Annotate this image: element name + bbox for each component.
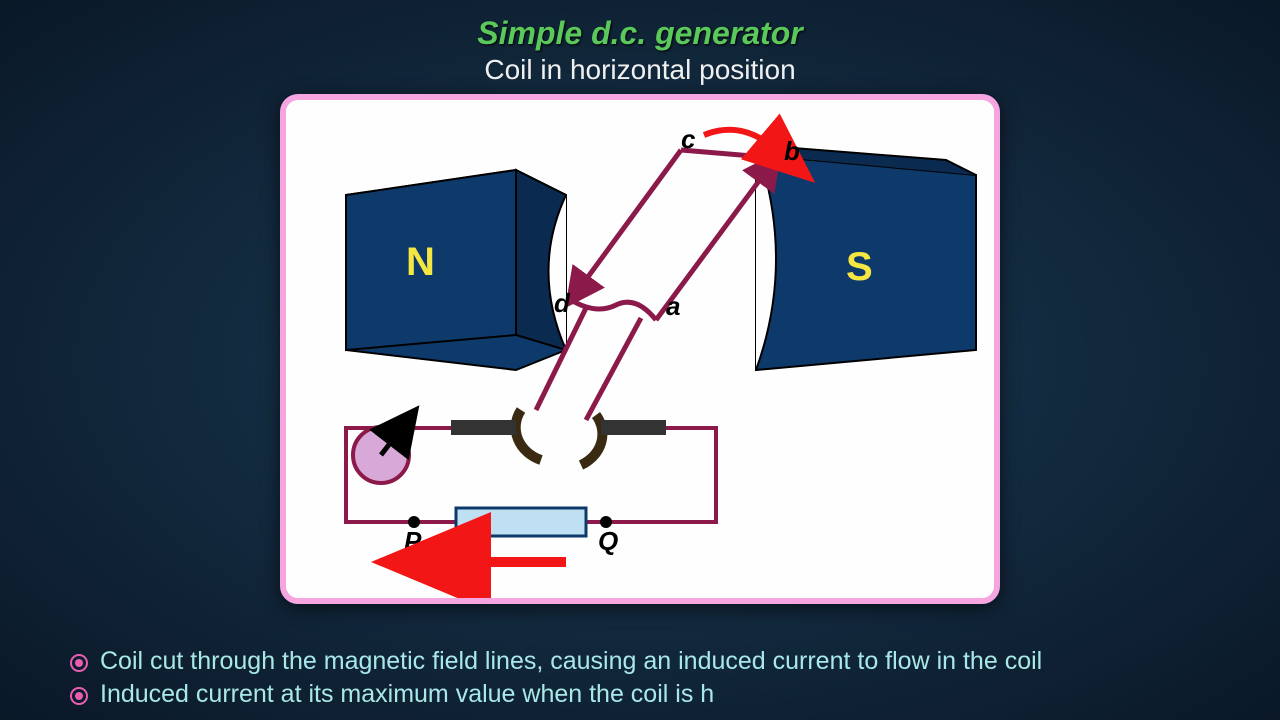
bullet-icon — [70, 687, 88, 705]
diagram-frame: N S a b c — [280, 94, 1000, 604]
bullet-icon — [70, 654, 88, 672]
page-title: Simple d.c. generator — [0, 0, 1280, 52]
magnet-south-label: S — [846, 245, 873, 289]
magnet-north-label: N — [406, 240, 435, 284]
bullet-list: Coil cut through the magnetic field line… — [70, 646, 1220, 713]
page-subtitle: Coil in horizontal position — [0, 54, 1280, 86]
bullet-text: Coil cut through the magnetic field line… — [100, 646, 1042, 677]
magnet-north: N — [346, 170, 566, 370]
coil-label-a: a — [666, 291, 680, 321]
terminal-q-label: Q — [598, 526, 618, 556]
list-item: Coil cut through the magnetic field line… — [70, 646, 1220, 677]
coil-label-c: c — [681, 124, 696, 154]
coil-label-d: d — [554, 288, 571, 318]
coil-label-b: b — [784, 136, 800, 166]
magnet-south: S — [756, 145, 976, 370]
meter — [353, 427, 409, 483]
resistor — [456, 508, 586, 536]
bullet-text: Induced current at its maximum value whe… — [100, 679, 714, 710]
terminal-p-label: P — [404, 526, 422, 556]
brush-right — [601, 420, 666, 435]
generator-diagram: N S a b c — [286, 100, 994, 598]
brush-left — [451, 420, 516, 435]
list-item: Induced current at its maximum value whe… — [70, 679, 1220, 710]
